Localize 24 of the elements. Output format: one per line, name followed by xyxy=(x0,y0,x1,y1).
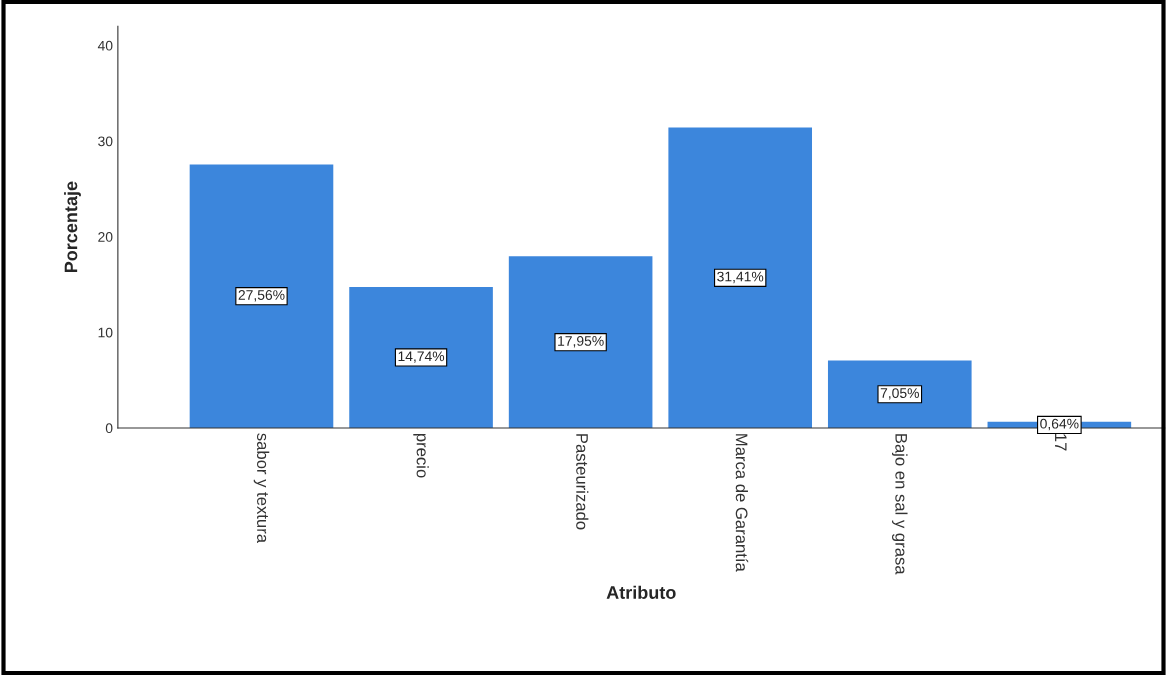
data-label: 31,41% xyxy=(717,271,764,284)
y-tick-label: 0 xyxy=(105,423,113,434)
bar xyxy=(349,287,493,428)
data-label: 0,64% xyxy=(1040,418,1079,431)
x-axis-title: Atributo xyxy=(606,585,676,599)
y-tick-label: 10 xyxy=(98,327,113,338)
y-tick-label: 30 xyxy=(98,136,113,147)
x-tick-label: Bajo en sal y grasa xyxy=(892,434,908,575)
data-label: 14,74% xyxy=(398,351,445,363)
x-tick-label: sabor y textura xyxy=(253,433,270,544)
x-tick-label: Pasteurizado xyxy=(576,434,589,530)
bar xyxy=(189,164,334,428)
y-tick-label: 20 xyxy=(98,232,113,242)
x-tick-label: Marca de Garantía xyxy=(735,434,749,572)
bar xyxy=(827,360,972,428)
data-label: 17,95% xyxy=(558,336,604,348)
data-label: 7,05% xyxy=(880,388,919,400)
x-tick-label: 17 xyxy=(1055,434,1067,451)
x-tick-label: precio xyxy=(413,433,429,478)
y-tick-label: 40 xyxy=(97,40,113,51)
y-axis-title: Porcentaje xyxy=(64,181,81,273)
data-label: 27,56% xyxy=(238,290,285,302)
bar xyxy=(508,256,653,428)
bar xyxy=(668,127,813,428)
